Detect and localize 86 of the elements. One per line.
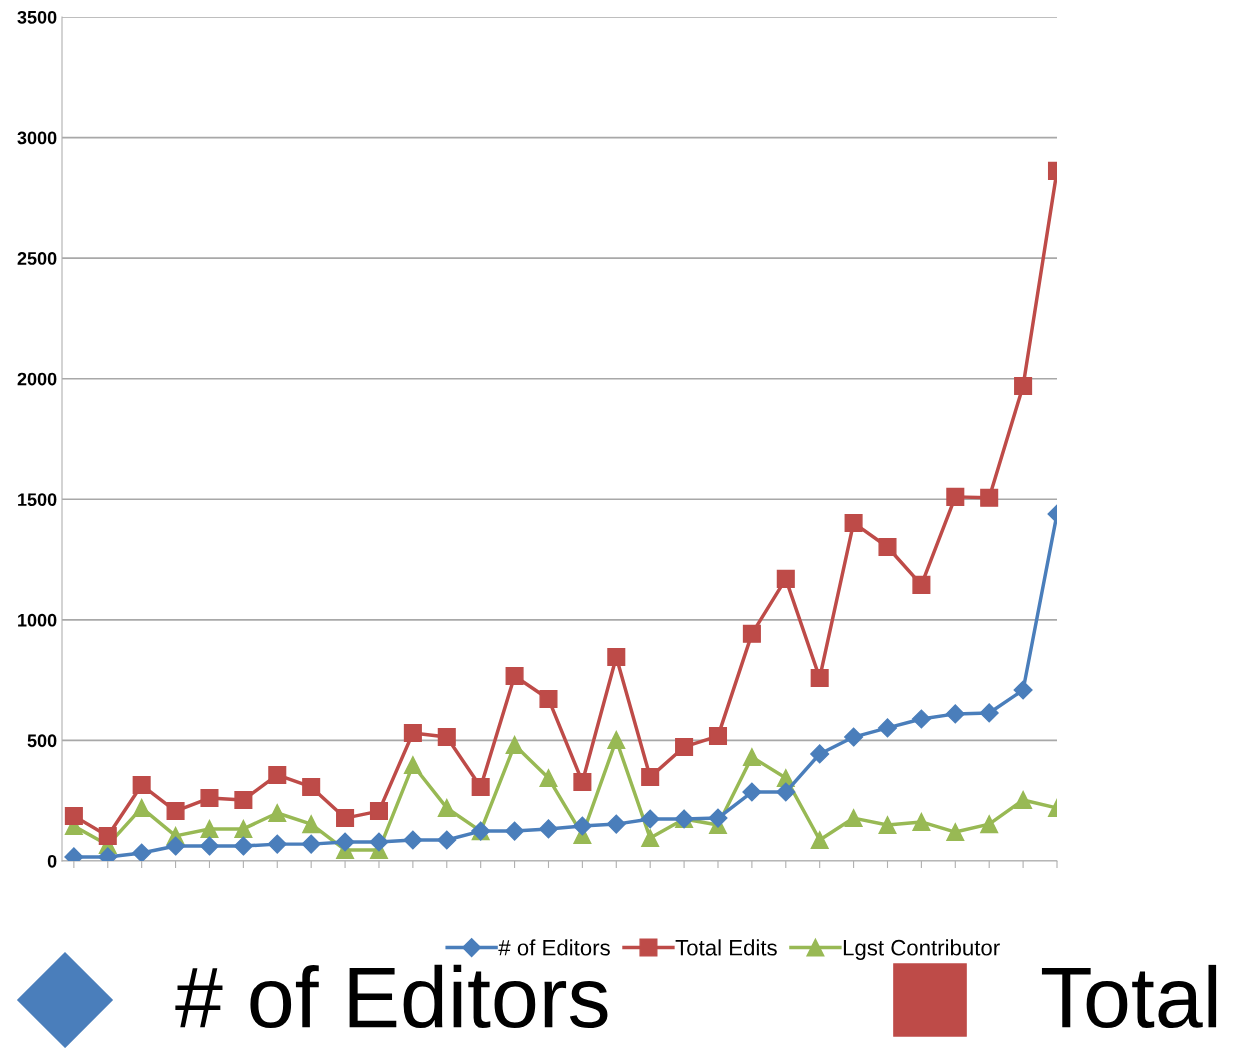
point: [302, 777, 321, 796]
point: [369, 832, 389, 852]
legend-label: # of Editors: [498, 939, 610, 956]
point: [844, 513, 863, 532]
point: [539, 689, 558, 708]
point: [878, 816, 897, 835]
point: [742, 748, 761, 767]
point: [708, 727, 728, 746]
point: [268, 803, 287, 823]
y-tick-label: 0: [47, 854, 57, 868]
point: [200, 789, 219, 808]
point: [267, 834, 287, 854]
point: [437, 728, 456, 747]
point: [505, 821, 525, 841]
point: [234, 790, 253, 810]
point: [742, 782, 762, 802]
point: [911, 709, 931, 729]
point: [199, 836, 220, 856]
point: [844, 809, 863, 828]
point: [844, 727, 864, 747]
point: [98, 826, 117, 845]
point: [810, 744, 830, 764]
point: [946, 823, 965, 842]
point: [505, 735, 524, 755]
point: [810, 830, 829, 850]
point: [335, 832, 355, 852]
point: [64, 806, 83, 825]
point: [505, 667, 524, 686]
point: [132, 776, 151, 795]
point: [606, 814, 626, 834]
point: [234, 819, 253, 838]
point: [573, 772, 592, 791]
point: [945, 704, 965, 724]
text: # of Editors: [175, 964, 608, 1029]
y-tick-label: 500: [27, 734, 57, 748]
text: Total: [1041, 964, 1217, 1029]
point: [403, 755, 422, 775]
point: [912, 575, 931, 594]
point: [437, 798, 456, 817]
point: [877, 718, 898, 738]
point: [336, 809, 355, 828]
point: [1014, 376, 1033, 395]
point: [403, 723, 422, 742]
point: [607, 730, 626, 749]
point: [166, 802, 185, 821]
point: [302, 815, 321, 834]
point: [538, 819, 559, 839]
y-tick-label: 3000: [17, 131, 57, 145]
point: [132, 798, 151, 817]
point: [572, 816, 592, 836]
point: [200, 819, 219, 838]
y-tick-label: 2500: [17, 252, 57, 265]
point: [878, 538, 897, 557]
point: [742, 624, 761, 643]
point: [166, 836, 186, 856]
y-tick-label: 1000: [18, 613, 57, 627]
point: [776, 782, 796, 802]
point: [132, 843, 152, 861]
y-tick-label: 2000: [17, 372, 57, 386]
point: [708, 808, 728, 828]
point: [301, 834, 321, 854]
legend-label: Lgst Contributor: [843, 939, 1000, 960]
point: [1014, 790, 1033, 810]
point: [403, 830, 423, 850]
y-tick-label: 3500: [17, 10, 57, 24]
point: [369, 802, 389, 821]
point: [980, 488, 999, 507]
point: [675, 737, 694, 756]
point: [980, 815, 999, 834]
legend-label: Total Edits: [675, 939, 777, 956]
point: [471, 777, 490, 796]
point: [810, 668, 829, 688]
point: [776, 569, 795, 588]
point: [641, 829, 660, 848]
point: [641, 768, 660, 787]
point: [946, 487, 965, 506]
point: [912, 812, 931, 831]
point: [437, 830, 457, 850]
point: [1013, 680, 1033, 700]
point: [233, 836, 253, 856]
point: [640, 809, 660, 829]
point: [979, 703, 999, 723]
point: [268, 765, 287, 784]
point: [607, 647, 626, 667]
y-tick-label: 1500: [18, 493, 57, 507]
point: [539, 769, 558, 788]
